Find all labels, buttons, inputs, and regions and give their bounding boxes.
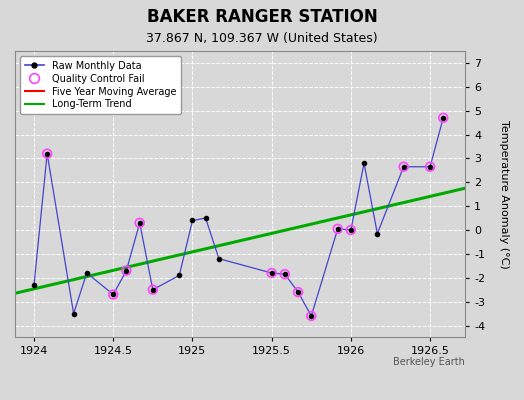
Point <box>399 164 408 170</box>
Point <box>334 226 342 232</box>
Point <box>294 289 302 295</box>
Point <box>109 291 117 298</box>
Legend: Raw Monthly Data, Quality Control Fail, Five Year Moving Average, Long-Term Tren: Raw Monthly Data, Quality Control Fail, … <box>20 56 181 114</box>
Point <box>149 286 157 293</box>
Text: BAKER RANGER STATION: BAKER RANGER STATION <box>147 8 377 26</box>
Point <box>281 271 289 277</box>
Point <box>439 115 447 121</box>
Point <box>426 164 434 170</box>
Y-axis label: Temperature Anomaly (°C): Temperature Anomaly (°C) <box>499 120 509 268</box>
Point <box>136 220 144 226</box>
Text: 37.867 N, 109.367 W (United States): 37.867 N, 109.367 W (United States) <box>146 32 378 45</box>
Point <box>267 270 276 276</box>
Point <box>122 268 130 274</box>
Point <box>347 227 355 233</box>
Point <box>307 313 315 319</box>
Text: Berkeley Earth: Berkeley Earth <box>393 358 465 368</box>
Point <box>43 150 51 157</box>
